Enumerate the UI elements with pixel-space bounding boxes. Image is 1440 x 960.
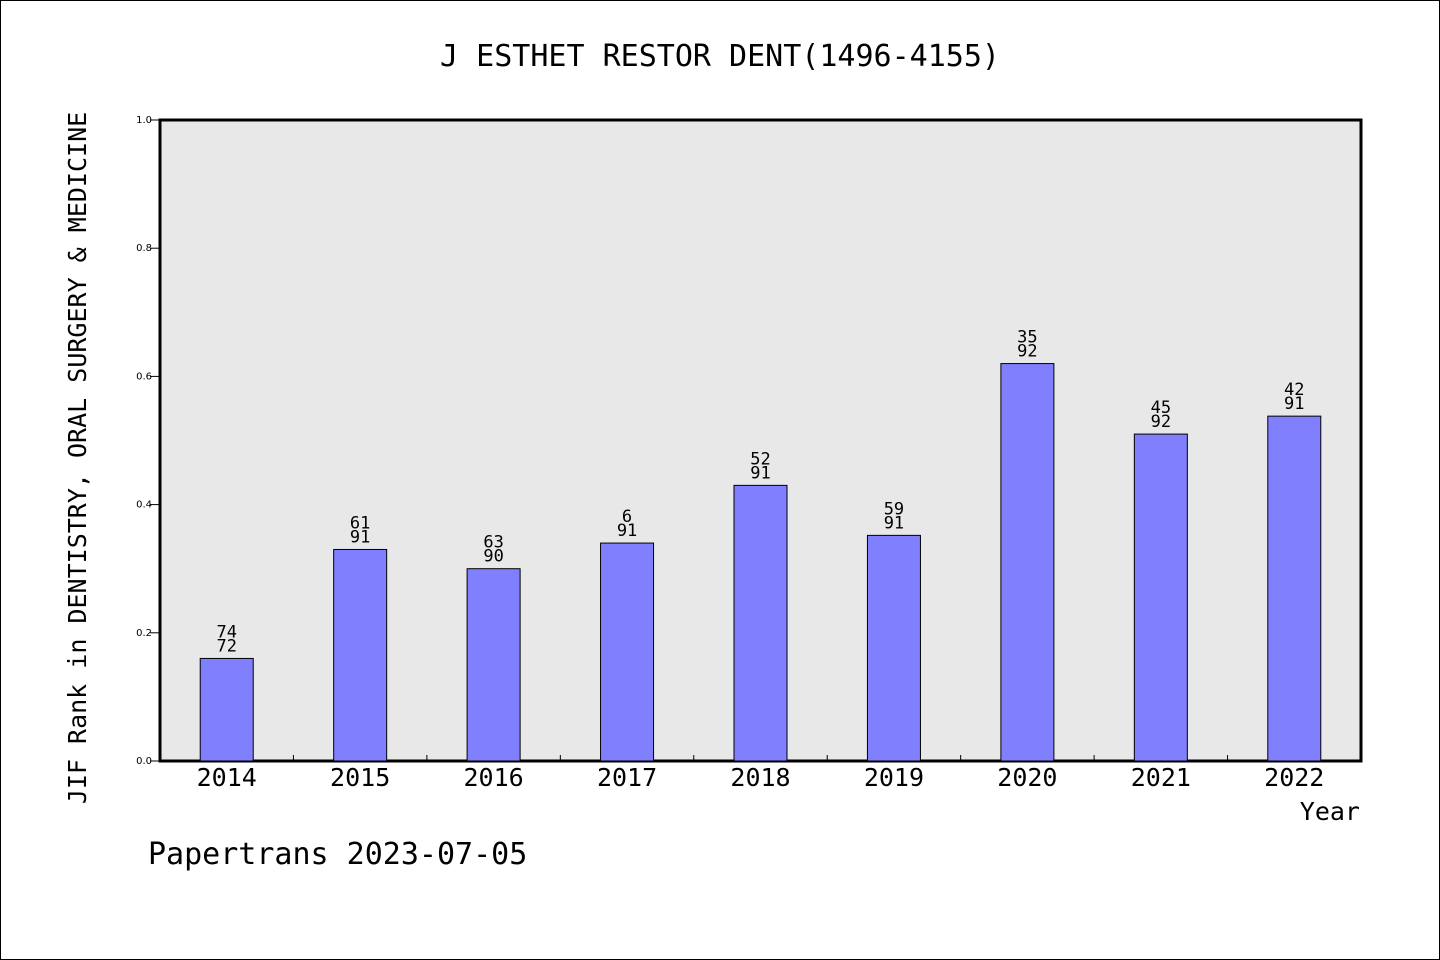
x-tick-label-2018: 2018 <box>730 763 790 792</box>
bar-label-total: 91 <box>750 463 770 483</box>
bar-label-rank: 42 <box>1284 380 1304 400</box>
x-tick-label-2015: 2015 <box>330 763 390 792</box>
bar-2019 <box>866 534 921 762</box>
y-tick-label: 0.2 <box>136 628 152 639</box>
x-tick-label-2019: 2019 <box>864 763 924 792</box>
y-tick-label: 0.8 <box>136 243 152 254</box>
y-tick-label: 0.6 <box>136 371 152 382</box>
bar-label-total: 72 <box>216 636 236 656</box>
x-tick-label-2020: 2020 <box>997 763 1057 792</box>
y-axis-ticks: 0.0 0.2 0.4 0.6 0.8 1.0 <box>136 115 160 767</box>
y-tick-label: 1.0 <box>136 115 152 126</box>
x-axis-label: Year <box>1300 797 1360 826</box>
y-axis-label: JIF Rank in DENTISTRY, ORAL SURGERY & ME… <box>63 112 92 804</box>
bar-label-total: 92 <box>1151 412 1171 432</box>
bar-2017 <box>600 542 655 762</box>
x-axis-labels: 2014 2015 2016 2017 2018 2019 2020 2021 2022 <box>197 763 1325 792</box>
bar-2020 <box>1000 363 1055 762</box>
bar-label-total: 91 <box>350 527 370 547</box>
bar-label-rank: 63 <box>483 533 503 553</box>
watermark-text: Papertrans 2023-07-05 <box>148 837 527 872</box>
x-tick-label-2021: 2021 <box>1131 763 1191 792</box>
x-tick-label-2014: 2014 <box>197 763 257 792</box>
bar-label-rank: 52 <box>750 449 770 469</box>
bar-label-total: 90 <box>483 547 503 567</box>
bars <box>199 363 1322 762</box>
y-tick-label: 0.0 <box>136 756 152 767</box>
x-axis-ticks <box>292 755 1229 761</box>
bar-2016 <box>466 568 521 762</box>
bar-label-rank: 59 <box>884 499 904 519</box>
x-tick-label-2017: 2017 <box>597 763 657 792</box>
bar-label-rank: 61 <box>350 513 370 533</box>
bar-2018 <box>733 484 788 762</box>
bar-label-rank: 6 <box>622 507 632 527</box>
y-tick-label: 0.4 <box>136 500 152 511</box>
x-tick-label-2016: 2016 <box>464 763 524 792</box>
bar-label-rank: 45 <box>1151 398 1171 418</box>
bar-2021 <box>1133 433 1188 762</box>
bar-label-total: 91 <box>617 521 637 541</box>
bar-label-total: 92 <box>1017 342 1037 362</box>
bar-2015 <box>333 548 388 762</box>
bar-label-total: 91 <box>884 513 904 533</box>
bar-label-rank: 35 <box>1017 328 1037 348</box>
bar-label-total: 91 <box>1284 394 1304 414</box>
chart-title: J ESTHET RESTOR DENT(1496-4155) <box>440 39 1000 74</box>
bar-2022 <box>1267 415 1322 762</box>
x-tick-label-2022: 2022 <box>1264 763 1324 792</box>
bar-2014 <box>199 657 254 762</box>
bar-label-rank: 74 <box>216 622 236 642</box>
